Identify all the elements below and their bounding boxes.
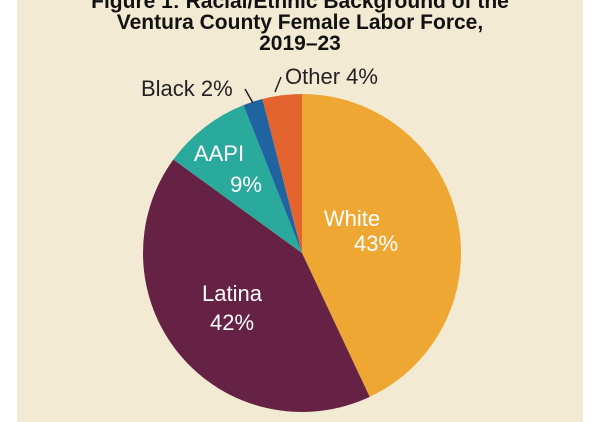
pie-slice-other [262, 94, 302, 253]
slice-label-aapi: AAPI [194, 141, 244, 166]
figure-panel: Figure 1: Racial/Ethnic Background of th… [17, 0, 583, 422]
leader-line-black [244, 88, 254, 104]
slice-label-white: White [324, 206, 380, 231]
pie-slice-black [243, 99, 302, 253]
pie-slice-latina [142, 159, 370, 413]
slice-label-other: Other 4% [285, 64, 378, 89]
leader-lines [244, 76, 282, 104]
pie-chart: White 43% Latina 42% AAPI 9% Black 2% Ot… [141, 64, 462, 413]
pie-slice-aapi [173, 105, 302, 253]
pie-slices [142, 94, 462, 413]
pie-slice-white [302, 94, 462, 397]
chart-title-line-3: 2019–23 [259, 32, 341, 55]
slice-value-aapi: 9% [230, 172, 262, 197]
chart-title-line-1: Figure 1: Racial/Ethnic Background of th… [91, 0, 509, 13]
slice-label-black: Black 2% [141, 76, 233, 101]
chart-title: Figure 1: Racial/Ethnic Background of th… [17, 0, 583, 54]
slice-value-latina: 42% [210, 310, 254, 335]
slice-value-white: 43% [354, 231, 398, 256]
chart-title-line-2: Ventura County Female Labor Force, [116, 11, 484, 34]
slice-label-latina: Latina [202, 281, 263, 306]
leader-line-other [274, 76, 282, 93]
